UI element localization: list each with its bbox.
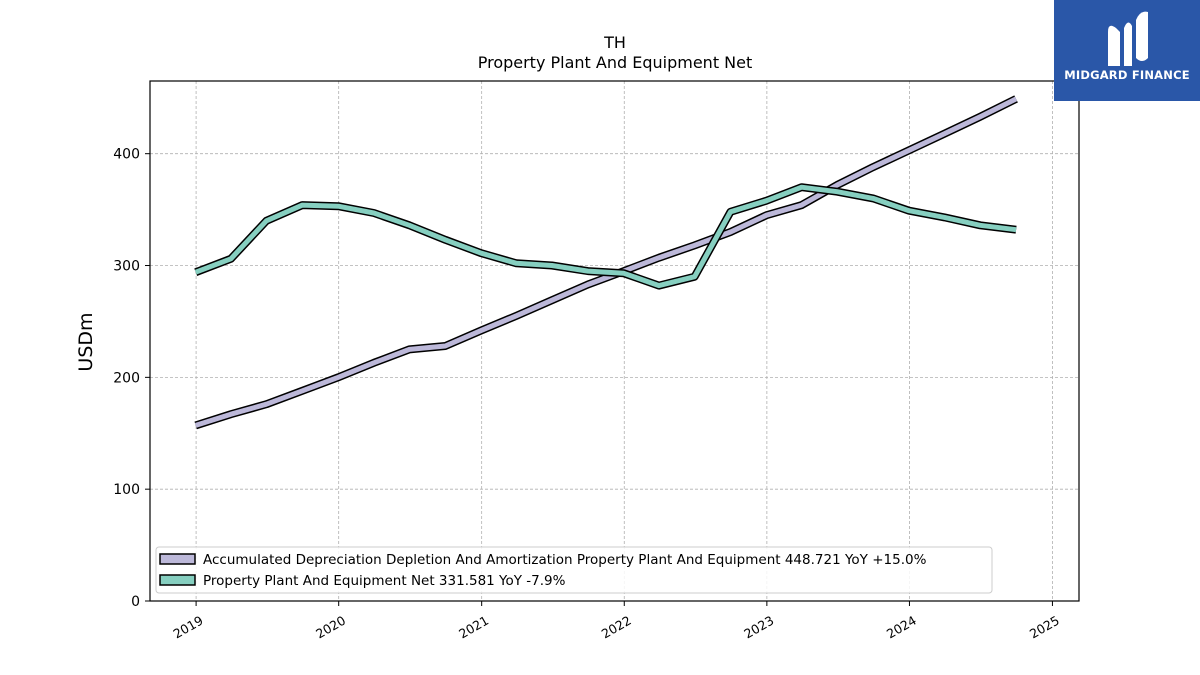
x-tick-label: 2019 [171, 613, 206, 642]
legend-label: Property Plant And Equipment Net 331.581… [203, 573, 566, 589]
brand-logo: MIDGARD FINANCE [1054, 0, 1200, 101]
logo-mark-icon [1108, 11, 1148, 66]
legend-swatch [159, 574, 196, 586]
series-line-outline [194, 95, 1018, 430]
y-tick-label: 100 [113, 482, 140, 498]
chart-title: TH [603, 33, 626, 52]
legend: Accumulated Depreciation Depletion And A… [155, 546, 993, 594]
grid [150, 81, 1079, 602]
x-tick-label: 2024 [884, 613, 919, 642]
x-tick-label: 2021 [456, 613, 491, 642]
y-tick-label: 0 [131, 594, 140, 610]
legend-swatch [159, 553, 196, 565]
x-tick-label: 2022 [599, 613, 634, 642]
x-tick-label: 2020 [313, 613, 348, 642]
series-group [194, 95, 1018, 430]
y-tick-label: 300 [113, 259, 140, 275]
brand-name: MIDGARD FINANCE [1064, 68, 1190, 82]
series-line [194, 96, 1018, 428]
y-tick-label: 400 [113, 147, 140, 163]
x-tick-label: 2025 [1027, 613, 1062, 642]
y-axis-label: USDm [75, 312, 97, 371]
series-line [194, 184, 1017, 289]
x-tick-label: 2023 [741, 613, 776, 642]
chart-subtitle: Property Plant And Equipment Net [478, 53, 753, 72]
legend-label: Accumulated Depreciation Depletion And A… [203, 552, 927, 568]
plot-frame [149, 80, 1080, 602]
y-tick-label: 200 [113, 370, 140, 386]
legend-box [155, 546, 993, 594]
